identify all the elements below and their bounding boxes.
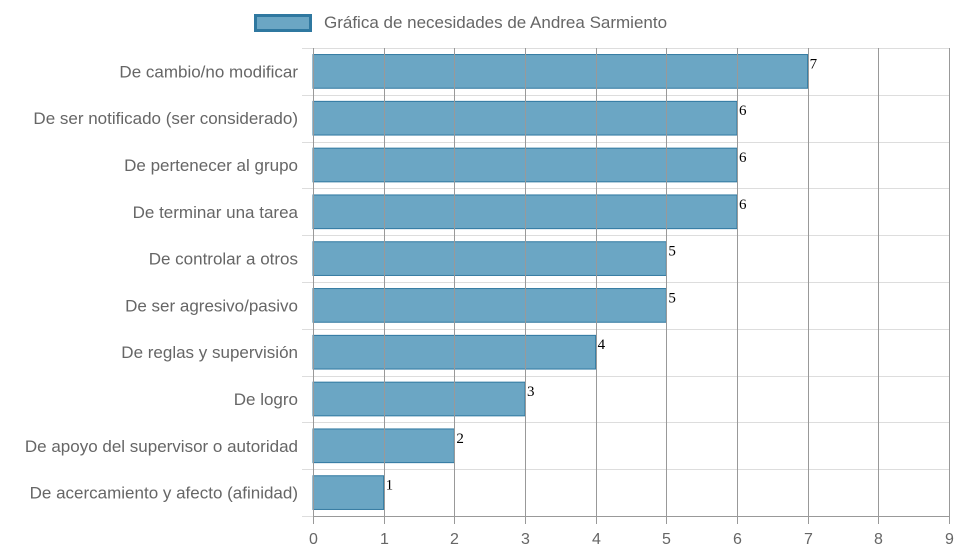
y-category-label: De ser agresivo/pasivo	[125, 296, 298, 315]
bar-value-label: 4	[598, 337, 606, 353]
bar-value-label: 5	[668, 290, 676, 306]
x-tick-label: 2	[450, 531, 459, 548]
bar-value-label: 6	[739, 103, 747, 119]
x-tick-label: 9	[945, 531, 954, 548]
bar-value-label: 5	[668, 244, 676, 260]
x-tick-label: 6	[733, 531, 742, 548]
bar-value-label: 2	[456, 431, 464, 447]
x-tick-label: 1	[380, 531, 389, 548]
x-tick-label: 4	[592, 531, 601, 548]
y-category-label: De terminar una tarea	[133, 203, 299, 222]
x-tick-label: 3	[521, 531, 530, 548]
y-category-label: De acercamiento y afecto (afinidad)	[30, 484, 298, 503]
chart-legend[interactable]: Gráfica de necesidades de Andrea Sarmien…	[254, 11, 667, 35]
y-category-label: De reglas y supervisión	[121, 343, 298, 362]
x-tick-label: 5	[662, 531, 671, 548]
bar[interactable]	[312, 381, 526, 417]
bar-value-label: 3	[527, 384, 535, 400]
bar-value-label: 1	[386, 478, 394, 494]
legend-label: Gráfica de necesidades de Andrea Sarmien…	[324, 13, 668, 32]
y-category-label: De ser notificado (ser considerado)	[33, 109, 298, 128]
x-tick-label: 7	[804, 531, 813, 548]
x-tick-label: 0	[309, 531, 318, 548]
bar-value-label: 6	[739, 197, 747, 213]
y-category-label: De logro	[234, 390, 298, 409]
bar-value-label: 6	[739, 150, 747, 166]
bar[interactable]	[312, 428, 455, 464]
y-category-label: De apoyo del supervisor o autoridad	[25, 437, 298, 456]
y-category-label: De pertenecer al grupo	[124, 156, 298, 175]
x-tick-label: 8	[874, 531, 883, 548]
legend-swatch	[254, 14, 312, 32]
bar[interactable]	[312, 241, 667, 276]
y-category-label: De cambio/no modificar	[119, 62, 298, 81]
bar-value-label: 7	[810, 56, 818, 72]
bar[interactable]	[312, 288, 667, 323]
bar[interactable]	[312, 475, 385, 510]
bar[interactable]	[312, 54, 809, 89]
y-category-label: De controlar a otros	[149, 250, 298, 269]
